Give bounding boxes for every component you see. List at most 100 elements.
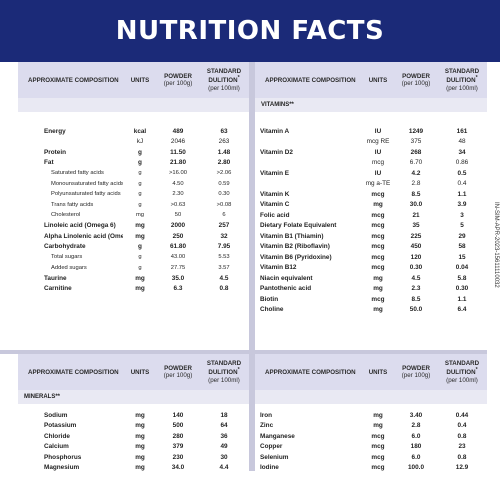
nutrient-dilution-value: 6 (222, 212, 226, 219)
table-row: Vitamin D2 IU 268 34 (255, 147, 487, 158)
nutrient-name: Iodine (260, 464, 279, 472)
table-row: Protein g 11.50 1.48 (18, 147, 249, 158)
table-row: Polyunsaturated fatty acids g 2.30 0.30 (18, 189, 249, 200)
nutrient-unit: kJ (136, 138, 144, 146)
table-row: Biotin mcg 8.5 1.1 (255, 294, 487, 305)
table-row: Vitamin B12 mcg 0.30 0.04 (255, 263, 487, 274)
nutrient-powder-value: 2.8 (411, 180, 421, 188)
nutrient-unit: mg (373, 411, 383, 419)
nutrient-powder-value: 30.0 (409, 201, 423, 209)
nutrient-powder-value: 3.40 (409, 411, 423, 419)
nutrient-dilution-value: 48 (458, 138, 466, 146)
nutrient-powder-value: 250 (172, 232, 184, 240)
nutrient-dilution-value: 6.4 (457, 306, 467, 314)
nutrient-name: Total sugars (51, 254, 83, 261)
nutrient-dilution-value: 0.4 (457, 180, 467, 188)
nutrient-powder-value: 27.75 (170, 264, 186, 271)
nutrient-powder-value: 2.3 (411, 285, 421, 293)
nutrient-unit: mcg (371, 232, 385, 240)
nutrient-dilution-value: 161 (456, 127, 468, 135)
nutrient-unit: mcg (371, 190, 385, 198)
nutrient-dilution-value: 1.1 (457, 295, 467, 303)
nutrient-dilution-value: 0.5 (457, 169, 467, 177)
nutrient-dilution-value: 64 (220, 422, 228, 430)
nutrient-unit: mg (135, 285, 145, 293)
table-row: Vitamin E IU 4.2 0.5 (255, 168, 487, 179)
nutrient-dilution-value: 0.8 (219, 285, 229, 293)
nutrient-powder-value: 0.30 (409, 264, 423, 272)
nutrient-name: Vitamin B2 (Riboflavin) (260, 243, 330, 251)
nutrient-dilution-value: 32 (220, 232, 228, 240)
nutrient-name: Fat (44, 159, 54, 167)
nutrient-dilution-value: 7.95 (217, 243, 231, 251)
table-row: Dietary Folate Equivalent mcg 35 5 (255, 221, 487, 232)
header-dilution-label: STANDARD DULITION (206, 68, 242, 85)
nutrient-name: Cholesterol (51, 212, 81, 219)
header-units: UNITS (130, 368, 150, 376)
table-header: APPROXIMATE COMPOSITION UNITS POWDER (per… (18, 62, 249, 98)
nutrient-unit: mg (135, 274, 145, 282)
minerals-subheader: MINERALS** (18, 390, 249, 404)
nutrient-name: Added sugars (51, 264, 87, 271)
nutrient-name: Saturated fatty acids (51, 170, 104, 177)
nutrient-unit: mg (135, 432, 145, 440)
nutrient-dilution-value: 2.80 (217, 159, 231, 167)
nutrient-dilution-value: 0.8 (457, 453, 467, 461)
nutrient-powder-value: 6.0 (411, 453, 421, 461)
nutrient-dilution-value: 0.4 (457, 422, 467, 430)
table-row: Trans fatty acids g >0.63 >0.08 (18, 200, 249, 211)
nutrient-powder-value: 2.8 (411, 422, 421, 430)
header-dilution-sub: (per 100ml) (208, 376, 240, 384)
header-dilution-label: STANDARD DULITION (206, 360, 242, 377)
nutrient-unit: mg (135, 411, 145, 419)
table-row: Phosphorus mg 230 30 (18, 452, 249, 463)
table-row: Iodine mcg 100.0 12.9 (255, 463, 487, 474)
nutrient-powder-value: 43.00 (170, 254, 186, 261)
nutrient-powder-value: 50.0 (409, 306, 423, 314)
nutrient-powder-value: 6.0 (411, 432, 421, 440)
nutrient-unit: mg (373, 422, 383, 430)
nutrient-dilution-value: 29 (458, 232, 466, 240)
nutrient-unit: g (138, 170, 142, 177)
nutrient-powder-value: 225 (410, 232, 422, 240)
header-dilution-sup: * (475, 367, 478, 374)
nutrient-powder-value: 2046 (170, 138, 186, 146)
nutrient-powder-value: 100.0 (408, 464, 424, 472)
table-row: Iron mg 3.40 0.44 (255, 410, 487, 421)
nutrient-powder-value: 11.50 (170, 148, 186, 156)
table-row: Vitamin B1 (Thiamin) mcg 225 29 (255, 231, 487, 242)
nutrient-name: Biotin (260, 295, 279, 303)
nutrient-unit: mg a-TE (365, 180, 391, 188)
nutrient-dilution-value: 15 (458, 253, 466, 261)
nutrient-powder-value: 35.0 (171, 274, 185, 282)
column-divider-bottom (249, 353, 255, 471)
nutrient-unit: mcg (371, 453, 385, 461)
nutrient-unit: g (138, 254, 142, 261)
nutrient-powder-value: 21 (412, 211, 420, 219)
table-row: Total sugars g 43.00 5.53 (18, 252, 249, 263)
nutrient-name: Phosphorus (44, 453, 82, 461)
nutrient-unit: mg (135, 453, 145, 461)
nutrient-unit: mg (373, 201, 383, 209)
header-powder: POWDER (per 100g) (395, 365, 437, 379)
table-row: Linoleic acid (Omega 6) mg 2000 257 (18, 221, 249, 232)
nutrient-dilution-value: 4.5 (219, 274, 229, 282)
nutrient-dilution-value: 257 (218, 222, 230, 230)
table-row: Carbohydrate g 61.80 7.95 (18, 242, 249, 253)
nutrient-unit: mg (135, 232, 145, 240)
header-dilution-sup: * (237, 367, 240, 374)
nutrient-dilution-value: 58 (458, 243, 466, 251)
header-units: UNITS (130, 76, 150, 84)
nutrient-powder-value: 4.5 (411, 274, 421, 282)
side-code: IN-SIM-APR-2023-15611110032 (493, 202, 499, 288)
nutrient-dilution-value: 0.30 (218, 191, 230, 198)
header-dilution-sup: * (475, 75, 478, 82)
nutrient-unit: g (138, 191, 142, 198)
nutrient-unit: mg (135, 222, 145, 230)
nutrient-powder-value: 34.0 (171, 464, 185, 472)
table-header: APPROXIMATE COMPOSITION UNITS POWDER (per… (255, 62, 487, 98)
nutrient-powder-value: 500 (172, 422, 184, 430)
nutrient-dilution-value: 1.48 (217, 148, 231, 156)
nutrient-powder-value: 4.2 (411, 169, 421, 177)
nutrient-name: Carnitine (44, 285, 72, 293)
